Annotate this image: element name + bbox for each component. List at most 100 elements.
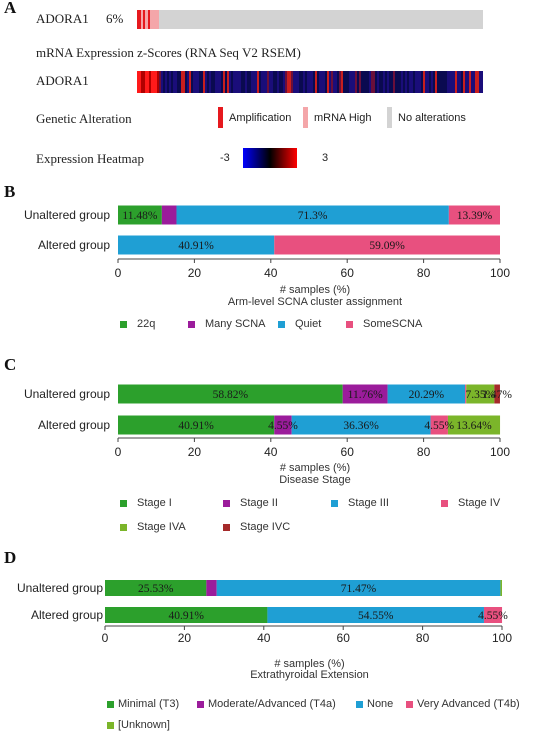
legend-label: None [367,698,394,710]
legend-label: Stage IVC [240,521,291,533]
heatmap-sample [293,71,295,93]
bar-segment [465,384,467,404]
legend-mrna-high-label: mRNA High [314,112,372,124]
x-tick-label: 40 [257,631,271,645]
legend-no-alterations-swatch [387,107,392,128]
heatmap-sample [419,71,421,93]
oncoprint-mrna-high-sample [141,10,159,29]
heatmap-sample [263,71,265,93]
heatmap-sample [271,71,273,93]
heatmap-sample [181,71,183,93]
panel-letter-b: B [4,182,16,201]
heatmap-sample [183,71,185,93]
heatmap-sample [273,71,275,93]
x-axis-label: # samples (%) [274,658,344,670]
legend-label: Stage I [137,497,172,509]
bar-segment [500,580,502,596]
data-label: 71.47% [341,583,377,595]
heatmap-sample [325,71,327,93]
x-tick-label: 80 [417,266,431,280]
category-label: Altered group [38,418,110,432]
heatmap-sample [285,71,287,93]
legend-swatch [107,722,114,729]
data-label: 4.55% [478,610,508,622]
bar-segment [291,415,431,435]
heatmap-sample [319,71,321,93]
heatmap-sample [361,71,363,93]
bar-segment [387,384,466,404]
heatmap-sample [315,71,317,93]
heatmap-gene-label: ADORA1 [36,73,89,88]
heatmap-sample [305,71,307,93]
heatmap-sample [237,71,239,93]
oncoprint-track [137,10,483,29]
heatmap-sample [223,71,225,93]
heatmap-sample [317,71,319,93]
heatmap-sample [309,71,311,93]
bar-segment [274,235,500,255]
heatmap-sample [257,71,259,93]
heatmap-sample [439,71,441,93]
heatmap-sample [153,71,155,93]
heatmap-sample [445,71,447,93]
heatmap-sample [279,71,281,93]
heatmap-sample [383,71,385,93]
category-label: Altered group [38,238,110,252]
heatmap-sample [343,71,345,93]
heatmap-sample [463,71,465,93]
data-label: 71.3% [298,210,328,222]
x-tick-label: 60 [341,266,355,280]
panel-letter-d: D [4,548,17,567]
heatmap-sample [405,71,407,93]
legend-swatch [278,321,285,328]
heatmap-sample [303,71,305,93]
data-label: 40.91% [178,420,214,432]
heatmap-sample [469,71,471,93]
data-label: 59.09% [369,240,405,252]
chart-subtitle: Extrathyroidal Extension [250,669,369,681]
category-label: Unaltered group [17,581,103,595]
heatmap-title: mRNA Expression z-Scores (RNA Seq V2 RSE… [36,45,301,60]
heatmap-sample [467,71,469,93]
heatmap-sample [379,71,381,93]
bar-segment [447,415,501,435]
heatmap-sample [201,71,203,93]
heatmap-sample [163,71,165,93]
heatmap-sample [477,71,479,93]
heatmap-sample [311,71,313,93]
legend-swatch [120,524,127,531]
heatmap-sample [459,71,461,93]
legend-label: Minimal (T3) [118,698,180,710]
heatmap-sample [313,71,315,93]
heatmap-sample [399,71,401,93]
heatmap-sample [169,71,171,93]
bar-segment [118,415,275,435]
heatmap-sample [331,71,333,93]
heatmap-sample [393,71,395,93]
heatmap-sample [189,71,191,93]
legend-label: SomeSCNA [363,318,423,330]
bar-segment [494,384,500,404]
heatmap-sample [195,71,197,93]
heatmap-sample [425,71,427,93]
x-tick-label: 20 [188,266,202,280]
heatmap-sample [177,71,179,93]
heatmap-sample [389,71,391,93]
heatmap-sample [149,71,151,93]
heatmap-sample [205,71,207,93]
heatmap-scale-max: 3 [322,152,329,164]
heatmap-sample [145,71,147,93]
heatmap-sample [283,71,285,93]
x-tick-label: 100 [492,631,512,645]
heatmap-color-scale [243,148,297,168]
legend-label: [Unknown] [118,719,170,731]
bar-segment [118,205,162,225]
bar-segment [206,580,217,596]
heatmap-sample [301,71,303,93]
heatmap-sample [407,71,409,93]
heatmap-sample [267,71,269,93]
heatmap-sample [227,71,229,93]
heatmap-sample [261,71,263,93]
x-tick-label: 100 [490,445,510,459]
heatmap-sample [461,71,463,93]
